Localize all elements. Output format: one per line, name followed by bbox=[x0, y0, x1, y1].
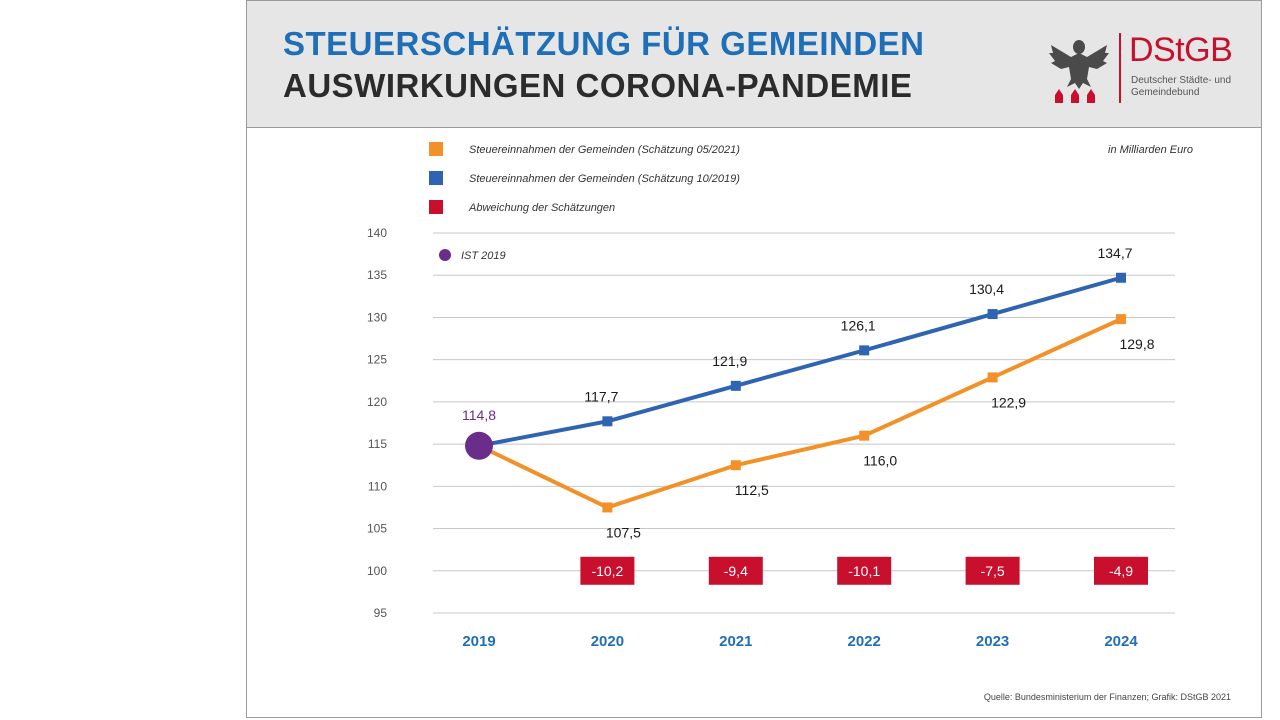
marker-s1-2022 bbox=[859, 345, 870, 356]
y-tick-120: 120 bbox=[367, 395, 387, 409]
legend-swatch-blue bbox=[429, 171, 443, 185]
line-chart: Steuereinnahmen der Gemeinden (Schätzung… bbox=[367, 142, 1231, 702]
x-tick-2020: 2020 bbox=[591, 633, 624, 650]
y-tick-95: 95 bbox=[374, 606, 388, 620]
logo-text: DStGB bbox=[1129, 31, 1233, 69]
marker-s0-2020 bbox=[602, 502, 613, 513]
grid-lines bbox=[433, 232, 1175, 614]
deviation-label-2023: -7,5 bbox=[981, 563, 1005, 579]
castle-icon bbox=[1055, 89, 1095, 103]
ist-value-label: 114,8 bbox=[462, 407, 496, 423]
label-blue-2021: 121,9 bbox=[712, 353, 747, 369]
label-blue-2023: 130,4 bbox=[969, 281, 1004, 297]
legend-label-2019: Steuereinnahmen der Gemeinden (Schätzung… bbox=[469, 173, 740, 185]
marker-s1-2020 bbox=[602, 416, 613, 427]
y-tick-115: 115 bbox=[368, 437, 387, 451]
marker-s0-2022 bbox=[859, 430, 870, 441]
x-tick-2024: 2024 bbox=[1104, 633, 1138, 650]
deviation-label-2021: -9,4 bbox=[724, 563, 748, 579]
logo-subtitle: Deutscher Städte- und Gemeindebund bbox=[1131, 75, 1232, 98]
series-markers bbox=[465, 272, 1126, 513]
deviation-box-2023 bbox=[965, 556, 1020, 585]
federal-eagle-icon bbox=[1049, 40, 1109, 103]
series-line-0 bbox=[478, 317, 1122, 510]
ist-legend-label: IST 2019 bbox=[461, 250, 506, 262]
deviation-box-2022 bbox=[837, 556, 892, 585]
legend-swatch-orange bbox=[429, 142, 443, 156]
chart-card: STEUERSCHÄTZUNG FÜR GEMEINDEN AUSWIRKUNG… bbox=[246, 0, 1262, 718]
legend-label-2021: Steuereinnahmen der Gemeinden (Schätzung… bbox=[469, 144, 740, 156]
ist-legend-dot bbox=[439, 249, 451, 261]
y-axis-ticks: 95 100 105 110 115 120 125 130 135 140 bbox=[367, 226, 387, 620]
y-tick-140: 140 bbox=[367, 226, 387, 240]
legend-label-deviation: Abweichung der Schätzungen bbox=[468, 202, 615, 214]
source-note: Quelle: Bundesministerium der Finanzen; … bbox=[984, 692, 1231, 702]
y-tick-110: 110 bbox=[368, 479, 387, 493]
y-tick-125: 125 bbox=[367, 353, 387, 367]
y-tick-130: 130 bbox=[367, 310, 387, 324]
x-tick-2022: 2022 bbox=[848, 633, 881, 650]
series-line-1 bbox=[478, 275, 1122, 448]
label-orange-2024: 129,8 bbox=[1119, 336, 1154, 352]
label-orange-2023: 122,9 bbox=[991, 394, 1026, 410]
x-axis-ticks: 2019 2020 2021 2022 2023 2024 bbox=[462, 633, 1138, 650]
marker-s1-2024 bbox=[1116, 272, 1126, 283]
data-labels: 117,7 121,9 126,1 130,4 134,7 107,5 112,5 116,0… bbox=[462, 245, 1155, 541]
label-blue-2020: 117,7 bbox=[584, 388, 618, 404]
y-tick-105: 105 bbox=[367, 522, 387, 536]
label-blue-2024: 134,7 bbox=[1097, 245, 1132, 261]
deviation-label-2024: -4,9 bbox=[1109, 563, 1133, 579]
unit-label: in Milliarden Euro bbox=[1108, 144, 1193, 156]
deviation-label-2022: -10,1 bbox=[848, 563, 880, 579]
deviation-label-2020: -10,2 bbox=[591, 563, 623, 579]
y-tick-135: 135 bbox=[367, 268, 387, 282]
ist-point bbox=[465, 431, 493, 460]
header-banner: STEUERSCHÄTZUNG FÜR GEMEINDEN AUSWIRKUNG… bbox=[247, 1, 1261, 128]
label-blue-2022: 126,1 bbox=[841, 317, 876, 333]
x-tick-2019: 2019 bbox=[462, 633, 495, 650]
marker-s1-2021 bbox=[730, 380, 741, 391]
label-orange-2021: 112,5 bbox=[735, 482, 769, 498]
marker-s0-2024 bbox=[1116, 314, 1126, 325]
series-lines bbox=[478, 275, 1122, 510]
x-tick-2023: 2023 bbox=[976, 633, 1009, 650]
deviation-box-2021 bbox=[708, 556, 763, 585]
y-tick-100: 100 bbox=[367, 564, 387, 578]
title-line-2: AUSWIRKUNGEN CORONA-PANDEMIE bbox=[283, 67, 913, 104]
title-line-1: STEUERSCHÄTZUNG FÜR GEMEINDEN bbox=[283, 25, 925, 62]
deviation-boxes: -10,2 -9,4 -10,1 -7,5 -4,9 bbox=[580, 556, 1148, 585]
deviation-box-2024 bbox=[1094, 556, 1148, 585]
logo-divider bbox=[1119, 33, 1121, 103]
deviation-box-2020 bbox=[580, 556, 635, 585]
x-tick-2021: 2021 bbox=[719, 633, 752, 650]
marker-s0-2021 bbox=[730, 460, 741, 471]
legend-swatch-red bbox=[429, 200, 443, 214]
marker-s1-2023 bbox=[987, 309, 998, 320]
label-orange-2020: 107,5 bbox=[606, 524, 641, 540]
marker-s0-2023 bbox=[987, 372, 998, 383]
label-orange-2022: 116,0 bbox=[863, 453, 897, 469]
